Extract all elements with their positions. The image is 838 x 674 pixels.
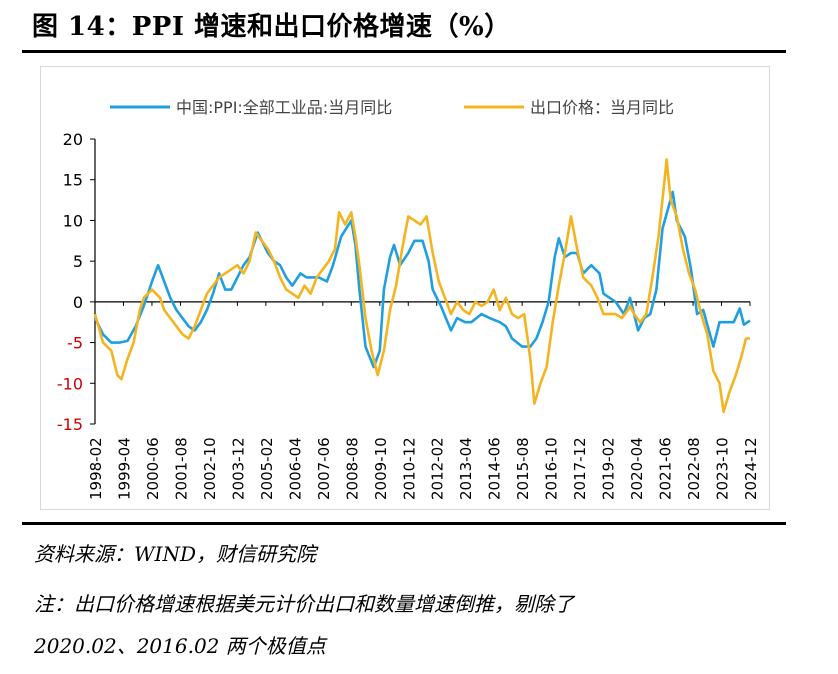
x-tick-label: 2014-06 (486, 437, 504, 500)
y-tick-label: -15 (57, 415, 83, 434)
series-group (93, 158, 751, 414)
x-tick-label: 2024-12 (742, 437, 760, 500)
x-tick-label: 2010-12 (400, 437, 418, 500)
series-line-export-price (93, 158, 750, 414)
y-tick-label: -5 (67, 334, 83, 353)
x-tick-label: 2013-04 (457, 437, 475, 500)
x-tick-label: 2012-02 (429, 437, 447, 500)
x-tick-label: 2000-06 (144, 437, 162, 500)
legend-label-export-price: 出口价格：当月同比 (530, 98, 674, 117)
x-tick-label: 2001-08 (172, 437, 190, 500)
x-tick-label: 2003-12 (229, 437, 247, 500)
top-rule (22, 50, 786, 53)
x-tick-label: 2019-02 (600, 437, 618, 500)
chart-frame (40, 66, 770, 510)
bottom-rule (22, 522, 786, 525)
x-tick-label: 2006-04 (286, 437, 304, 500)
x-tick-label: 1999-04 (115, 437, 133, 500)
legend: 中国:PPI:全部工业品:当月同比 出口价格：当月同比 (110, 98, 674, 117)
x-tick-label: 2020-04 (628, 437, 646, 500)
note-line-2: 2020.02、2016.02 两个极值点 (34, 634, 326, 658)
x-tick-label: 1998-02 (87, 437, 105, 500)
x-tick-label: 2016-10 (543, 437, 561, 500)
x-tick-label: 2021-06 (657, 437, 675, 500)
y-tick-label: 15 (63, 171, 83, 190)
y-tick-label: 0 (73, 293, 83, 312)
y-tick-label: 5 (73, 252, 83, 271)
x-tick-label: 2002-10 (201, 437, 219, 500)
x-tick-label: 2005-02 (258, 437, 276, 500)
legend-label-ppi: 中国:PPI:全部工业品:当月同比 (176, 98, 392, 117)
x-tick-label: 2022-08 (685, 437, 703, 500)
x-tick-label: 2008-08 (343, 437, 361, 500)
x-tick-label: 2017-12 (571, 437, 589, 500)
chart-title: 图 14：PPI 增速和出口价格增速（%） (32, 12, 511, 42)
x-tick-label: 2023-10 (714, 437, 732, 500)
y-tick-label: -10 (57, 374, 83, 393)
source-note: 资料来源：WIND，财信研究院 (34, 542, 316, 566)
y-tick-label: 10 (63, 211, 83, 230)
x-tick-label: 2007-06 (315, 437, 333, 500)
note-line-1: 注：出口价格增速根据美元计价出口和数量增速倒推，剔除了 (34, 592, 574, 616)
x-tick-label: 2015-08 (514, 437, 532, 500)
x-tick-label: 2009-10 (372, 437, 390, 500)
y-tick-label: 20 (63, 130, 83, 149)
